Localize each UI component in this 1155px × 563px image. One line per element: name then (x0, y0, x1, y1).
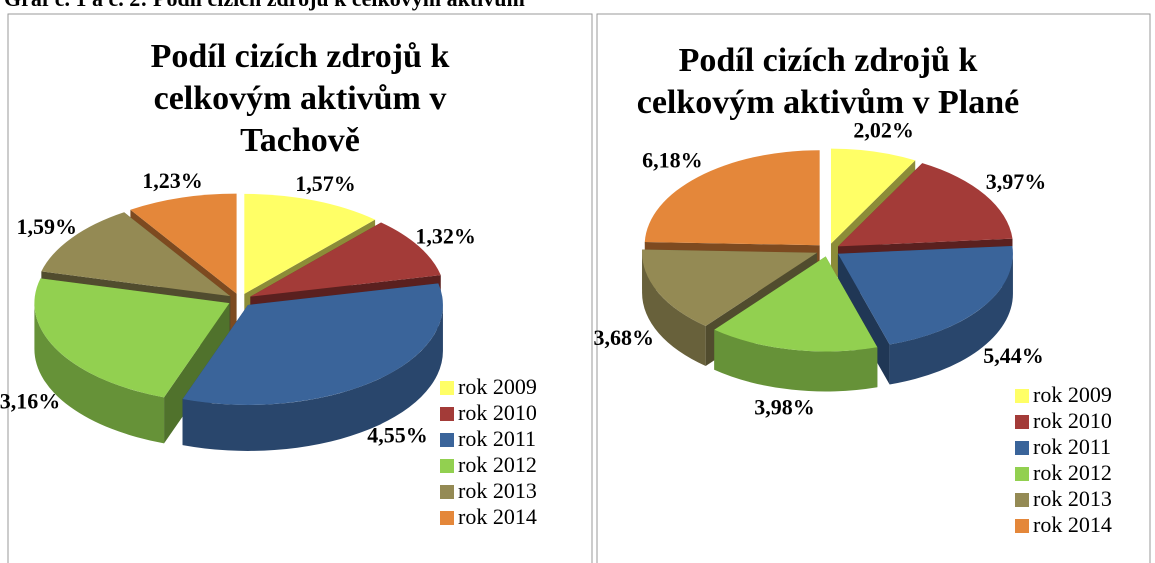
pie-slice (642, 249, 818, 326)
legend-label: rok 2014 (458, 504, 537, 529)
legend-swatch (1015, 441, 1029, 455)
data-label: 1,57% (295, 171, 356, 196)
legend-label: rok 2009 (458, 374, 537, 399)
legend-swatch (440, 433, 454, 447)
pie-slice (182, 283, 443, 405)
legend-label: rok 2014 (1033, 512, 1112, 537)
caption: Graf č. 1 a č. 2: Podíl cizích zdrojů k … (4, 0, 525, 12)
data-label: 1,23% (142, 168, 203, 193)
data-label: 3,16% (0, 388, 60, 413)
panel-border (596, 13, 1151, 563)
legend-label: rok 2011 (458, 426, 536, 451)
pie-slice (41, 212, 231, 297)
legend-swatch (440, 485, 454, 499)
legend-swatch (1015, 415, 1029, 429)
data-label: 4,55% (367, 422, 428, 447)
legend-label: rok 2012 (458, 452, 537, 477)
legend-swatch (440, 381, 454, 395)
data-label: 2,02% (853, 117, 914, 142)
pie-slice (34, 278, 230, 398)
legend-swatch (1015, 389, 1029, 403)
pie-side (889, 253, 1013, 385)
legend-label: rok 2013 (458, 478, 537, 503)
pie-slice (244, 193, 376, 294)
pie-side (34, 303, 165, 444)
pie-side (182, 304, 443, 451)
data-label: 3,97% (986, 169, 1047, 194)
legend-swatch (440, 459, 454, 473)
data-label: 6,18% (642, 148, 703, 173)
pie-slice (838, 163, 1013, 247)
chart-title: Podíl cizích zdrojů k celkovým aktivům v… (150, 38, 450, 159)
pie-slice (837, 245, 1013, 345)
pie-side (714, 329, 878, 392)
pie-side (642, 252, 706, 366)
legend-label: rok 2010 (458, 400, 537, 425)
legend-swatch (440, 511, 454, 525)
data-label: 3,98% (754, 394, 815, 419)
legend-label: rok 2013 (1033, 486, 1112, 511)
legend-label: rok 2009 (1033, 382, 1112, 407)
chart-title: Podíl cizích zdrojů k celkovým aktivům v… (636, 42, 1020, 121)
legend-label: rok 2012 (1033, 460, 1112, 485)
legend-swatch (440, 407, 454, 421)
data-label: 5,44% (983, 343, 1044, 368)
data-label: 1,59% (17, 214, 78, 239)
panel-border (7, 13, 593, 563)
pie-slice (830, 148, 916, 244)
pie-slice (250, 222, 441, 297)
legend-label: rok 2011 (1033, 434, 1111, 459)
legend-swatch (1015, 467, 1029, 481)
pie-slice (644, 150, 820, 246)
pie-slice (130, 193, 237, 294)
data-label: 3,68% (594, 325, 655, 350)
legend-label: rok 2010 (1033, 408, 1112, 433)
legend-swatch (1015, 493, 1029, 507)
pie-slice (714, 256, 878, 352)
data-label: 1,32% (415, 224, 476, 249)
legend-swatch (1015, 519, 1029, 533)
